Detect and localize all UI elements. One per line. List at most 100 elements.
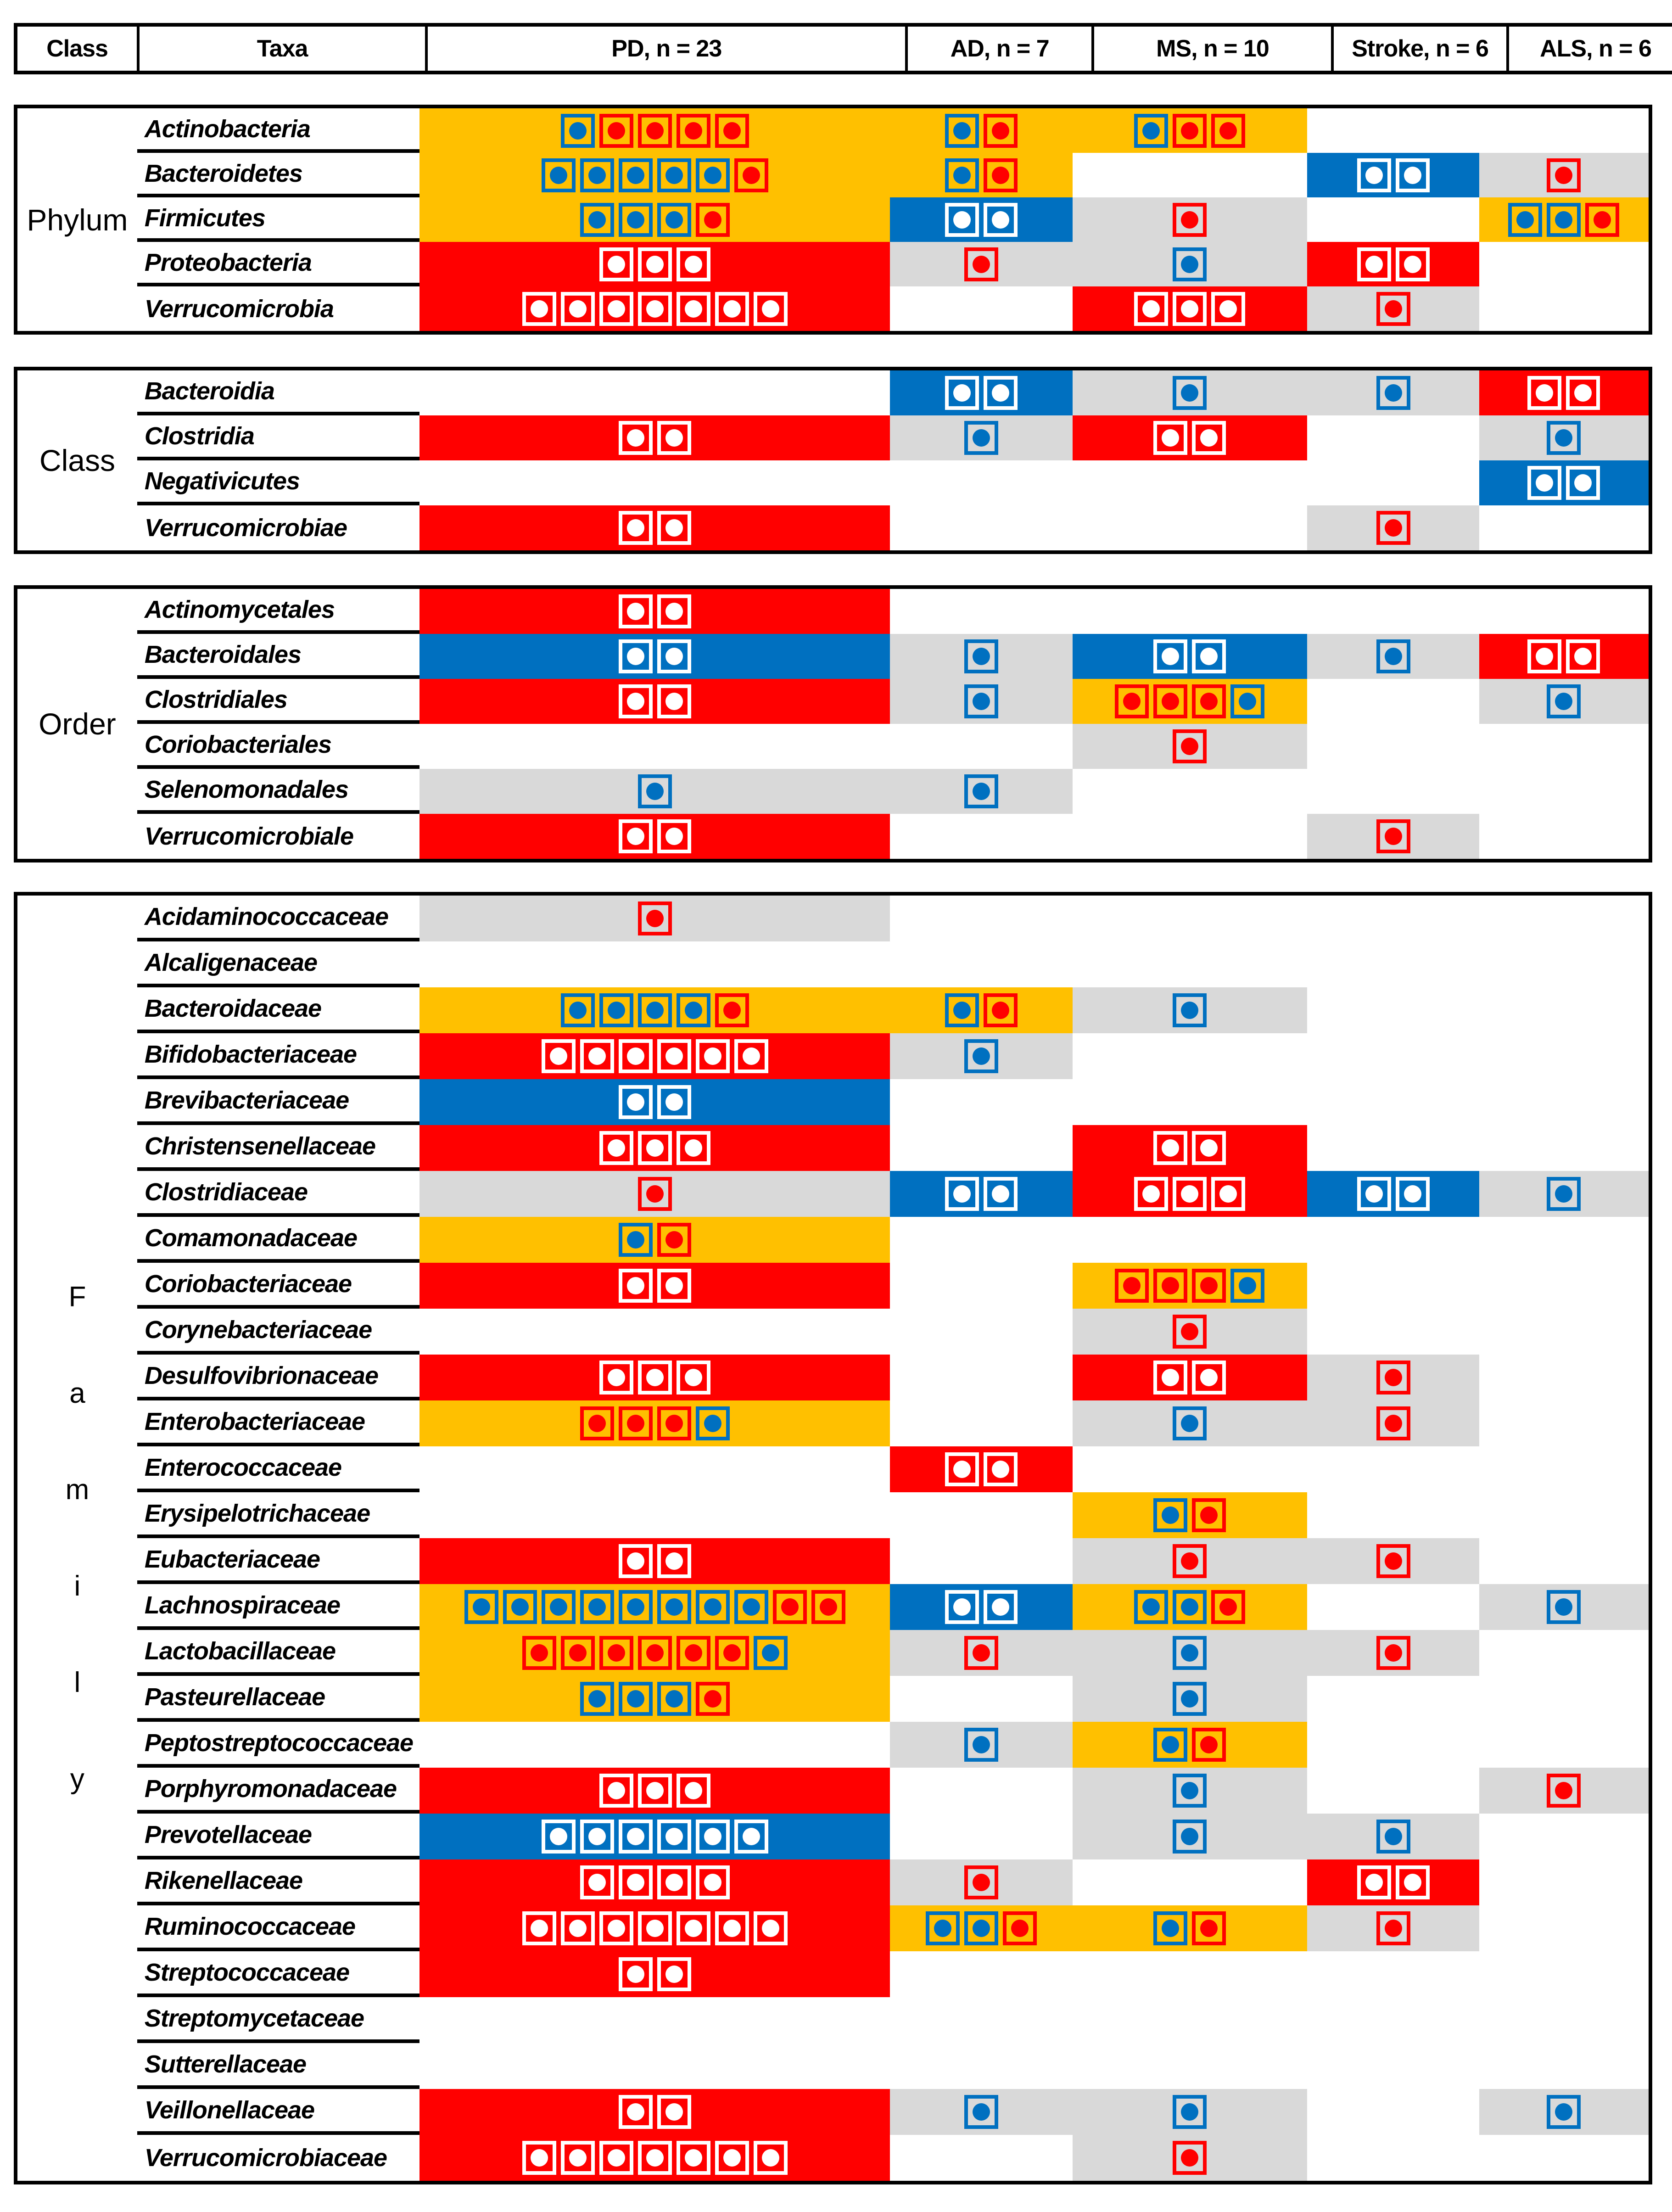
taxon-label: Comamonadaceae	[137, 1217, 420, 1263]
matrix-cell-stroke	[1307, 242, 1479, 286]
matrix-cell-ad	[890, 2089, 1073, 2135]
marker-blue-icon	[695, 1406, 730, 1440]
marker-red-icon	[1585, 202, 1620, 237]
matrix-cell-als	[1479, 1814, 1649, 1859]
matrix-cell-als	[1479, 769, 1649, 814]
marker-blue-icon	[541, 1590, 576, 1624]
marker-dot	[626, 1874, 644, 1891]
header-cell-stroke: Stroke, n = 6	[1334, 27, 1510, 71]
matrix-cell-stroke	[1307, 108, 1479, 153]
marker-dot	[761, 1920, 779, 1937]
marker-dot	[723, 300, 741, 318]
marker-white-icon	[1134, 291, 1169, 326]
matrix-cell-pd	[419, 108, 890, 153]
matrix-cell-ms	[1073, 2043, 1308, 2089]
matrix-cell-stroke	[1307, 460, 1479, 505]
marker-red-icon	[1376, 1406, 1410, 1440]
matrix-cell-als	[1479, 1309, 1649, 1355]
matrix-cell-als	[1479, 505, 1649, 550]
marker-dot	[569, 1920, 587, 1937]
marker-dot	[684, 122, 702, 140]
marker-white-icon	[1357, 1177, 1391, 1211]
marker-dot	[1162, 1920, 1180, 1937]
marker-white-icon	[657, 1039, 691, 1073]
matrix-cell-als	[1479, 1446, 1649, 1492]
marker-dot	[646, 1002, 664, 1019]
matrix-cell-als	[1479, 286, 1649, 331]
marker-dot	[992, 1185, 1010, 1203]
matrix-cell-stroke	[1307, 153, 1479, 197]
marker-dot	[723, 2149, 741, 2167]
matrix-cell-ms	[1073, 1951, 1308, 1997]
marker-dot	[569, 1002, 587, 1019]
marker-dot	[1384, 1644, 1402, 1662]
marker-blue-icon	[657, 1682, 691, 1716]
matrix-cell-ad	[890, 1033, 1073, 1079]
marker-blue-icon	[1376, 376, 1410, 410]
marker-dot	[1142, 1185, 1160, 1203]
marker-blue-icon	[657, 158, 691, 192]
matrix-cell-stroke	[1307, 634, 1479, 679]
matrix-cell-ms	[1072, 1355, 1308, 1400]
matrix-cell-pd	[419, 1676, 890, 1722]
marker-blue-icon	[657, 1590, 691, 1624]
matrix-cell-ad	[890, 153, 1073, 197]
marker-red-icon	[1173, 729, 1207, 763]
marker-white-icon	[676, 1131, 710, 1165]
matrix-cell-pd	[419, 1768, 890, 1814]
marker-dot	[1181, 1185, 1199, 1203]
marker-dot	[1200, 1277, 1218, 1294]
matrix-cell-pd	[419, 679, 890, 724]
marker-dot	[1555, 693, 1573, 710]
marker-red-icon	[618, 1406, 653, 1440]
marker-dot	[1555, 1598, 1573, 1616]
marker-white-icon	[1211, 291, 1246, 326]
matrix-cell-als	[1479, 108, 1649, 153]
matrix-cell-ad	[890, 1722, 1073, 1768]
marker-white-icon	[657, 1865, 691, 1899]
matrix-cell-pd	[419, 1997, 890, 2043]
marker-blue-icon	[1547, 684, 1581, 718]
group-label-letter: F	[68, 1281, 86, 1313]
marker-red-icon	[734, 158, 768, 192]
matrix-cell-als	[1479, 896, 1649, 941]
taxon-label: Eubacteriaceae	[137, 1538, 420, 1584]
marker-white-icon	[599, 247, 633, 281]
matrix-cell-pd	[419, 1355, 890, 1400]
matrix-cell-ms	[1072, 1722, 1308, 1768]
section-grid: Actinomycetales Bacteroidales Clostridiale…	[17, 589, 1649, 859]
matrix-cell-ad	[890, 415, 1073, 460]
marker-white-icon	[1192, 639, 1226, 673]
marker-red-icon	[984, 158, 1018, 192]
marker-dot	[665, 211, 683, 229]
marker-white-icon	[599, 1361, 633, 1394]
marker-dot	[973, 783, 990, 800]
marker-blue-icon	[1134, 113, 1169, 148]
marker-blue-icon	[1173, 2095, 1207, 2129]
marker-dot	[992, 166, 1010, 184]
taxon-label: Rikenellaceae	[137, 1859, 420, 1905]
marker-dot	[684, 1139, 702, 1157]
marker-dot	[646, 2149, 664, 2167]
matrix-cell-als	[1479, 1951, 1649, 1997]
marker-white-icon	[618, 819, 653, 853]
taxon-label: Actinomycetales	[137, 589, 420, 634]
marker-white-icon	[1134, 1177, 1169, 1211]
matrix-cell-pd	[419, 1263, 890, 1309]
marker-dot	[665, 1277, 683, 1294]
marker-dot	[1536, 474, 1554, 492]
marker-white-icon	[618, 1544, 653, 1578]
marker-dot	[1219, 122, 1237, 140]
marker-dot	[1200, 1920, 1218, 1937]
marker-dot	[1181, 1323, 1199, 1340]
marker-red-icon	[811, 1590, 845, 1624]
marker-white-icon	[945, 1452, 979, 1486]
marker-dot	[973, 693, 990, 710]
matrix-cell-als	[1479, 634, 1649, 679]
section-phylum: Actinobacteria Bacteroidetes Firmicutes Pro…	[14, 105, 1652, 335]
marker-dot	[1200, 1139, 1218, 1157]
matrix-cell-ad	[890, 1768, 1072, 1814]
marker-blue-icon	[1547, 421, 1581, 455]
matrix-cell-stroke	[1307, 505, 1479, 550]
marker-dot	[665, 1690, 683, 1708]
